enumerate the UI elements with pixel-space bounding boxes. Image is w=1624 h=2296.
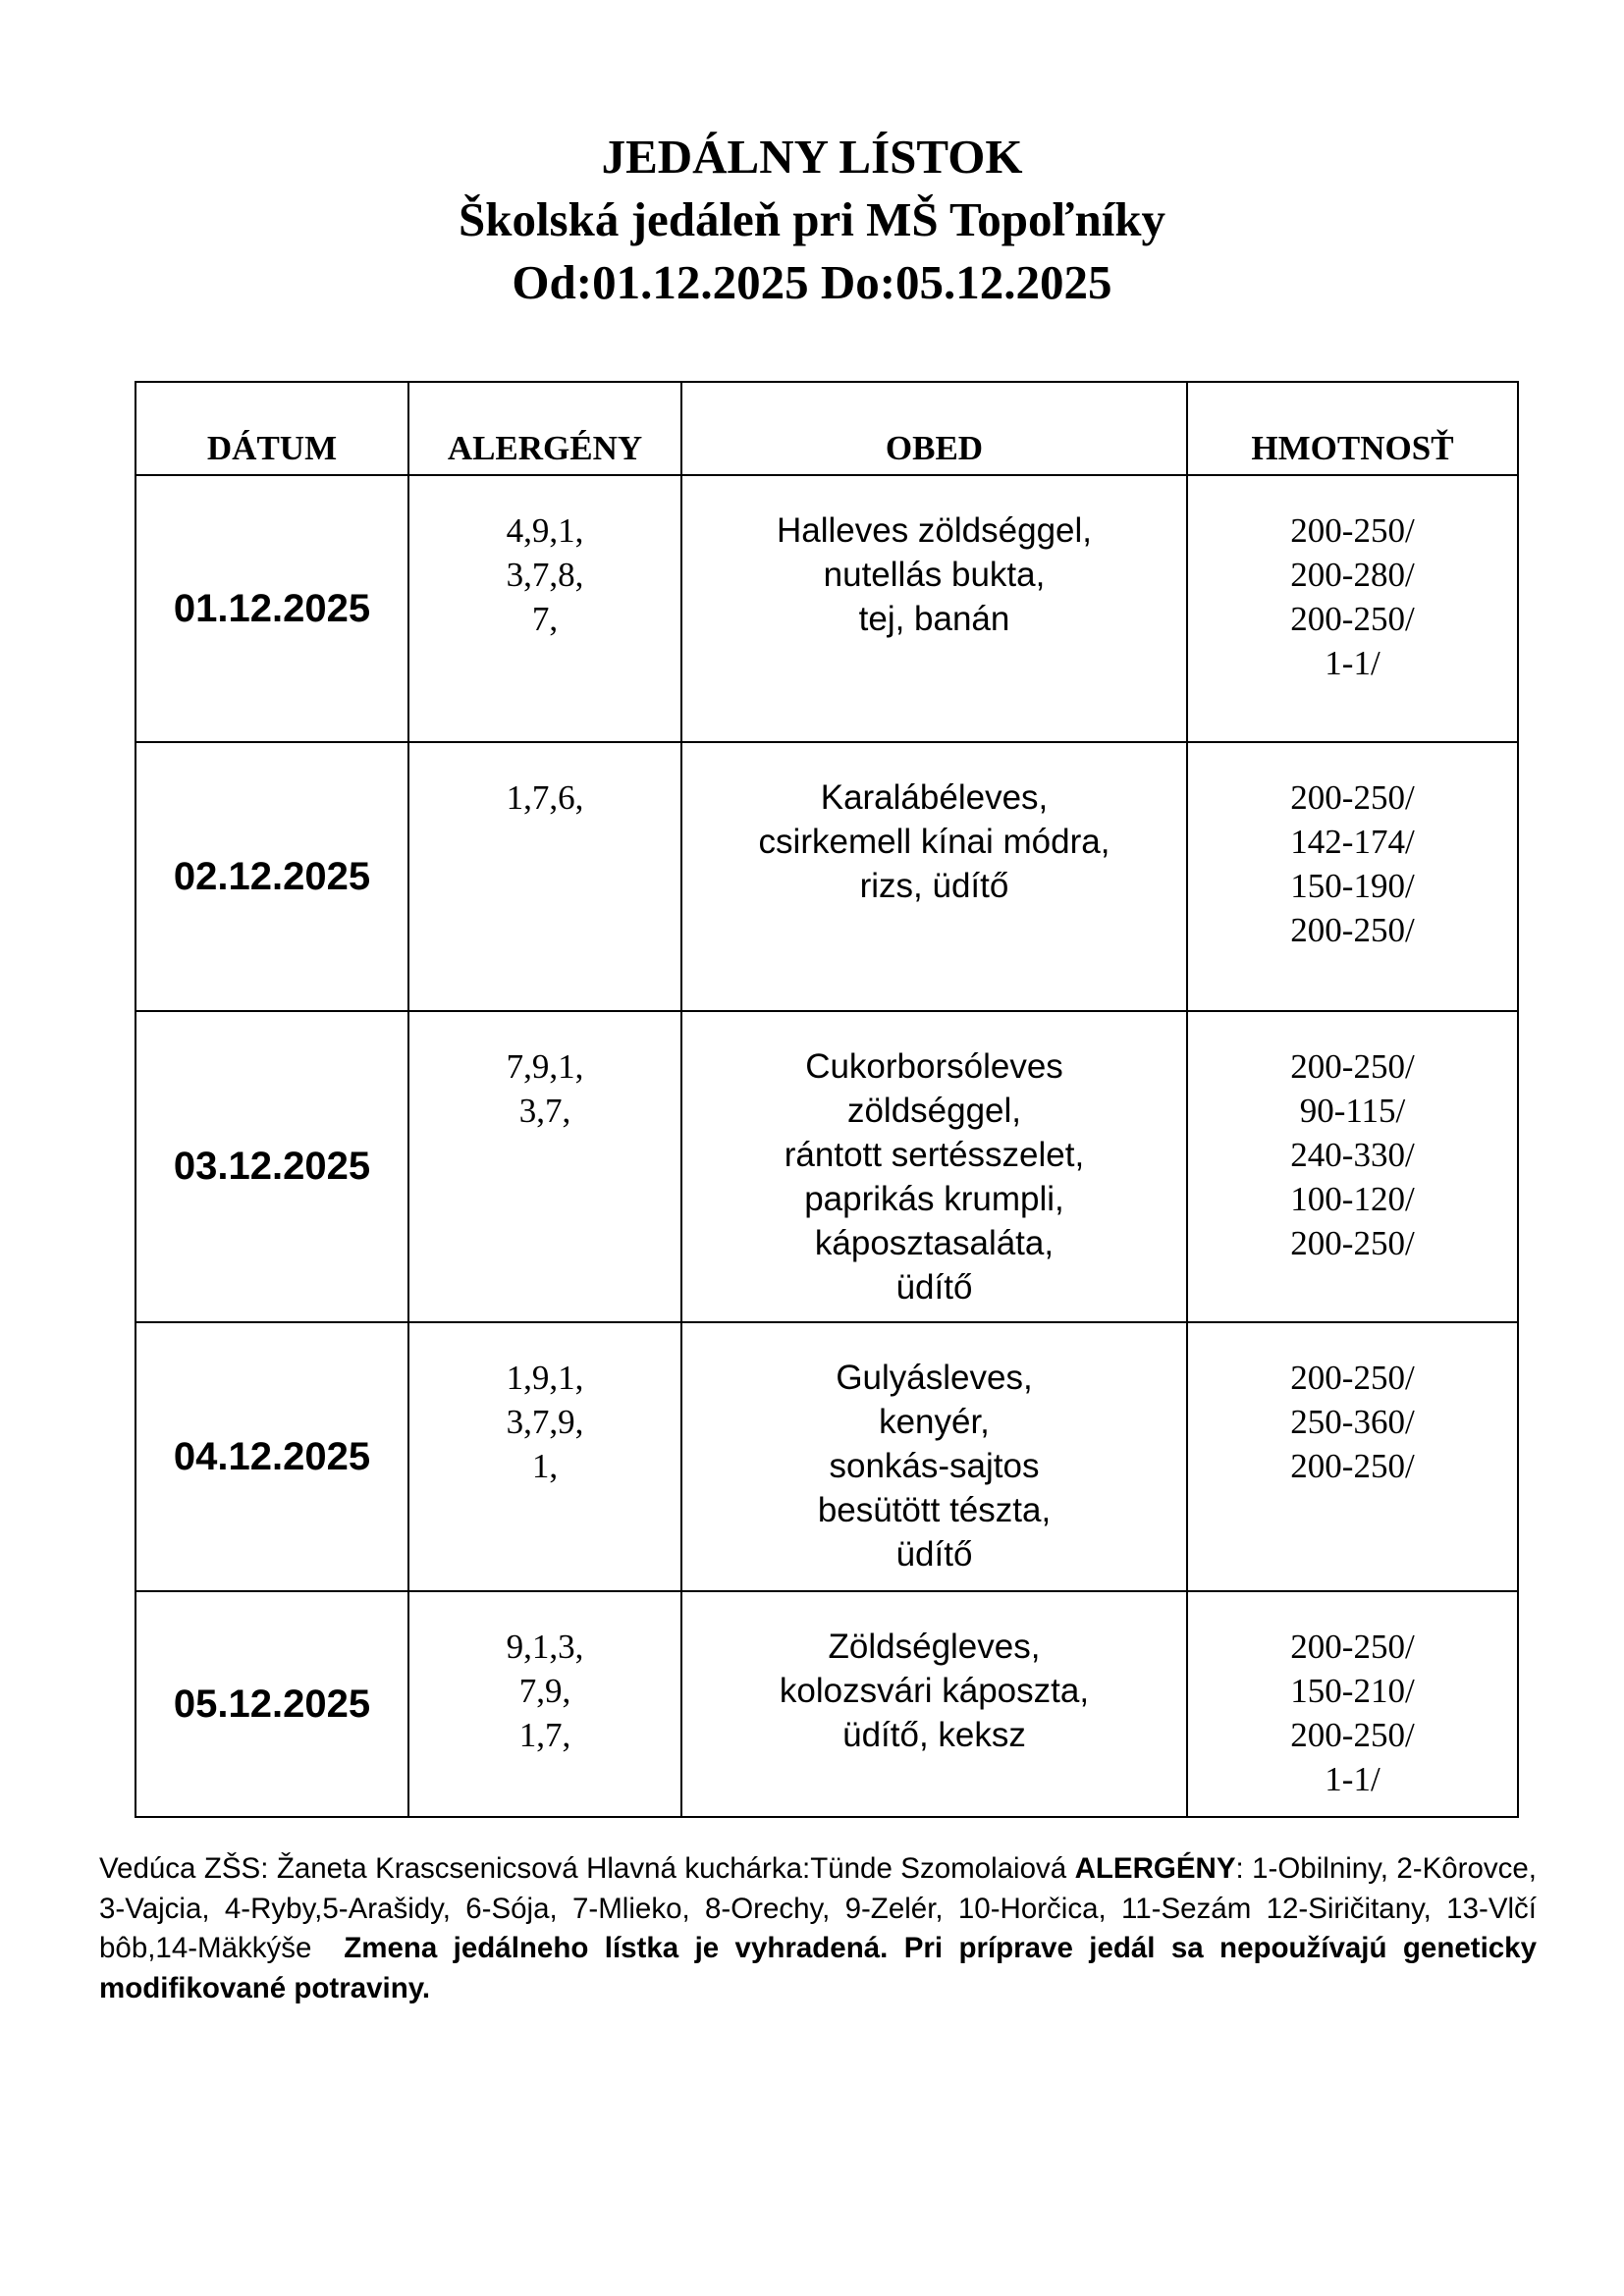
allergens-cell-line: 1,7,6, <box>506 778 584 817</box>
meal-cell: Cukorborsóleves zöldséggel, rántott sertés… <box>680 1010 1188 1323</box>
meal-cell-line: üdítő <box>895 1268 973 1307</box>
allergens-cell-line: 1,9,1, <box>506 1359 584 1397</box>
weight-cell: 200-250/150-210/200-250/1-1/ <box>1186 1590 1519 1818</box>
weight-cell-line: 200-250/ <box>1290 1359 1415 1397</box>
meal-cell-line: üdítő <box>895 1535 973 1574</box>
weight-cell-line: 200-250/ <box>1290 1447 1415 1485</box>
header-meal: OBED <box>680 381 1188 476</box>
weight-cell-line: 90-115/ <box>1299 1092 1406 1130</box>
weight-cell: 200-250/90-115/240-330/100-120/200-250/ <box>1186 1010 1519 1323</box>
date-cell: 05.12.2025 <box>135 1590 409 1818</box>
meal-cell-line: Halleves zöldséggel, <box>776 511 1092 550</box>
date-cell: 02.12.2025 <box>135 741 409 1012</box>
title-line-2: Školská jedáleň pri MŠ Topoľníky <box>458 192 1166 246</box>
allergens-cell-line: 1, <box>531 1447 559 1485</box>
footer-allergens-list: : 1-Obilniny, 2-Kôrovce, 3-Vajcia, 4-Ryb… <box>99 1852 1537 1964</box>
meal-cell-line: Karalábéleves, <box>820 778 1049 817</box>
allergens-cell: 1,9,1, 3,7,9, 1, <box>407 1321 682 1592</box>
meal-cell: Karalábéleves, csirkemell kínai módra, riz… <box>680 741 1188 1012</box>
footer-notes: Vedúca ZŠS: Žaneta Krascsenicsová Hlavná… <box>99 1849 1537 2008</box>
weight-cell-line: 200-250/ <box>1290 511 1415 550</box>
weight-cell-line: 150-190/ <box>1290 867 1415 905</box>
header-weight: HMOTNOSŤ <box>1186 381 1519 476</box>
table-row: 01.12.2025 4,9,1, 3,7,8, 7, Halleves zöldség… <box>135 474 1519 743</box>
footer-staff: Vedúca ZŠS: Žaneta Krascsenicsová Hlavná… <box>99 1852 1067 1885</box>
header-date: DÁTUM <box>135 381 409 476</box>
date-cell: 04.12.2025 <box>135 1321 409 1592</box>
table-row: 04.12.2025 1,9,1, 3,7,9, 1, Gulyásleves, keny… <box>135 1321 1519 1592</box>
allergens-cell-line: 3,7,9, <box>506 1403 584 1441</box>
table-row: 05.12.2025 9,1,3, 7,9, 1,7, Zöldségleves, kol… <box>135 1590 1519 1818</box>
allergens-cell-line: 1,7, <box>518 1716 571 1754</box>
weight-cell-line: 200-250/ <box>1290 1224 1415 1262</box>
weight-cell-line: 200-250/ <box>1290 1628 1415 1666</box>
meal-cell-line: paprikás krumpli, <box>804 1180 1064 1218</box>
weight-cell-line: 200-250/ <box>1290 778 1415 817</box>
allergens-cell: 9,1,3, 7,9, 1,7, <box>407 1590 682 1818</box>
meal-cell-line: Cukorborsóleves <box>805 1047 1063 1086</box>
weight-cell-line: 200-280/ <box>1290 556 1415 594</box>
weight-cell-line: 200-250/ <box>1290 911 1415 949</box>
meal-cell-line: káposztasaláta, <box>814 1224 1055 1262</box>
meal-cell-line: kenyér, <box>879 1403 990 1441</box>
weight-cell-line: 142-174/ <box>1290 823 1415 861</box>
meal-cell-line: zöldséggel, <box>846 1092 1022 1130</box>
allergens-cell-line: 3,7, <box>518 1092 571 1130</box>
weight-cell: 200-250/250-360/200-250/ <box>1186 1321 1519 1592</box>
meal-cell-line: nutellás bukta, <box>823 556 1046 594</box>
document-title: JEDÁLNY LÍSTOK Školská jedáleň pri MŠ To… <box>0 126 1624 314</box>
allergens-cell-line: 7,9,1, <box>506 1047 584 1086</box>
allergens-cell: 7,9,1, 3,7, <box>407 1010 682 1323</box>
meal-cell: Gulyásleves, kenyér, sonkás-sajtos besütött… <box>680 1321 1188 1592</box>
date-cell: 01.12.2025 <box>135 474 409 743</box>
title-line-3: Od:01.12.2025 Do:05.12.2025 <box>512 255 1112 309</box>
weight-cell-line: 100-120/ <box>1290 1180 1415 1218</box>
allergens-cell-line: 7,9, <box>518 1672 571 1710</box>
table-row: 02.12.2025 1,7,6, Karalábéleves, csirkemell… <box>135 741 1519 1012</box>
weight-cell-line: 250-360/ <box>1290 1403 1415 1441</box>
meal-cell-line: Zöldségleves, <box>828 1628 1041 1666</box>
allergens-cell-line: 3,7,8, <box>506 556 584 594</box>
date-cell: 03.12.2025 <box>135 1010 409 1323</box>
weight-cell-line: 240-330/ <box>1290 1136 1415 1174</box>
meal-cell-line: tej, banán <box>858 600 1010 638</box>
allergens-cell-line: 7, <box>531 600 559 638</box>
weight-cell: 200-250/200-280/200-250/1-1/ <box>1186 474 1519 743</box>
meal-cell: Zöldségleves, kolozsvári káposzta, üdítő, … <box>680 1590 1188 1818</box>
meal-cell-line: besütött tészta, <box>817 1491 1052 1529</box>
meal-cell-line: csirkemell kínai módra, <box>758 823 1110 861</box>
menu-table: DÁTUM ALERGÉNY OBED HMOTNOSŤ 01.12.2025 4… <box>135 381 1519 1818</box>
allergens-cell-line: 9,1,3, <box>506 1628 584 1666</box>
table-row: 03.12.2025 7,9,1, 3,7, Cukorborsóleves zölds… <box>135 1010 1519 1323</box>
meal-cell-line: sonkás-sajtos <box>829 1447 1040 1485</box>
weight-cell: 200-250/142-174/150-190/200-250/ <box>1186 741 1519 1012</box>
footer-allergens-label: ALERGÉNY <box>1074 1852 1236 1885</box>
weight-cell-line: 1-1/ <box>1325 644 1380 682</box>
table-header-row: DÁTUM ALERGÉNY OBED HMOTNOSŤ <box>135 381 1519 476</box>
meal-cell-line: kolozsvári káposzta, <box>779 1672 1090 1710</box>
weight-cell-line: 1-1/ <box>1325 1760 1380 1798</box>
weight-cell-line: 150-210/ <box>1290 1672 1415 1710</box>
meal-cell-line: rántott sertésszelet, <box>784 1136 1085 1174</box>
weight-cell-line: 200-250/ <box>1290 1047 1415 1086</box>
meal-cell-line: Gulyásleves, <box>836 1359 1033 1397</box>
allergens-cell-line: 4,9,1, <box>506 511 584 550</box>
meal-cell-line: üdítő, keksz <box>842 1716 1026 1754</box>
weight-cell-line: 200-250/ <box>1290 1716 1415 1754</box>
header-allergens: ALERGÉNY <box>407 381 682 476</box>
allergens-cell: 1,7,6, <box>407 741 682 1012</box>
weight-cell-line: 200-250/ <box>1290 600 1415 638</box>
meal-cell-line: rizs, üdítő <box>859 867 1009 905</box>
title-line-1: JEDÁLNY LÍSTOK <box>601 130 1023 184</box>
meal-cell: Halleves zöldséggel, nutellás bukta, tej, … <box>680 474 1188 743</box>
allergens-cell: 4,9,1, 3,7,8, 7, <box>407 474 682 743</box>
footer-notice: Zmena jedálneho lístka je vyhradená. Pri… <box>99 1932 1537 2004</box>
